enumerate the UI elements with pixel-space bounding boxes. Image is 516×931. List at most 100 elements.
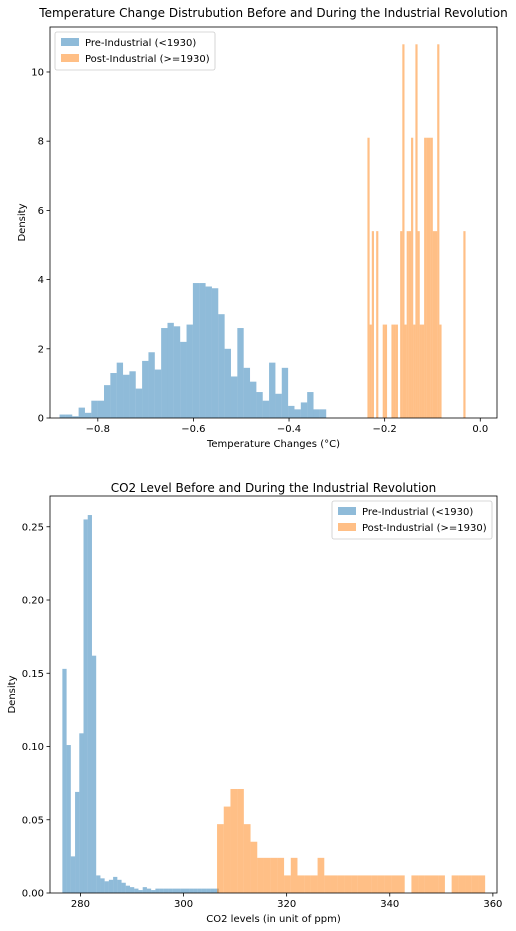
y-tick-label: 2: [38, 344, 44, 355]
histogram-bar: [243, 824, 251, 893]
histogram-bar: [192, 283, 200, 418]
histogram-bar: [159, 888, 164, 893]
histogram-bar: [406, 231, 409, 418]
series-post: [217, 788, 486, 893]
y-tick-label: 0.20: [22, 596, 44, 607]
x-axis-label: Temperature Changes (°C): [206, 439, 340, 450]
histogram-bar: [97, 400, 104, 418]
histogram-bar: [391, 875, 399, 893]
histogram-bar: [463, 231, 466, 418]
histogram-bar: [432, 231, 436, 418]
histogram-bar: [237, 788, 244, 893]
y-tick-label: 0.10: [22, 742, 44, 753]
histogram-bar: [146, 888, 152, 893]
histogram-bar: [72, 416, 79, 418]
x-tick-label: 300: [174, 899, 193, 910]
histogram-bar: [256, 392, 263, 418]
histogram-bar: [199, 283, 206, 418]
histogram-bar: [59, 414, 66, 418]
histogram-bar: [418, 875, 425, 893]
histogram-bar: [364, 875, 372, 893]
histogram-bar: [313, 409, 320, 418]
histogram-bar: [84, 412, 92, 418]
histogram-bar: [104, 385, 111, 418]
histogram-bar: [310, 875, 318, 893]
histogram-bar: [210, 888, 215, 893]
x-tick-label: 360: [483, 899, 502, 910]
histogram-bar: [402, 44, 405, 419]
histogram-bar: [419, 324, 422, 418]
y-tick-label: 4: [38, 275, 44, 286]
histogram-bar: [277, 857, 285, 893]
histogram-bar: [369, 324, 372, 418]
histogram-bar: [224, 348, 231, 418]
histogram-bar: [478, 875, 486, 893]
histogram-bar: [395, 324, 398, 418]
histogram-bar: [357, 875, 365, 893]
histogram-bar: [431, 875, 439, 893]
histogram-bar: [243, 367, 251, 418]
series-pre: [62, 515, 219, 893]
y-axis-label: Density: [7, 675, 18, 713]
legend-swatch: [61, 38, 79, 46]
histogram-bar: [167, 322, 174, 418]
histogram-bar: [129, 371, 136, 418]
histogram-bar: [284, 875, 291, 893]
histogram-bar: [262, 400, 270, 418]
histogram-bar: [62, 668, 67, 893]
histogram-bar: [376, 231, 379, 418]
x-tick-label: −0.6: [181, 424, 205, 435]
histogram-bar: [304, 875, 311, 893]
plot-frame: [49, 26, 498, 419]
histogram-bar: [218, 314, 225, 418]
histogram-bar: [91, 400, 98, 418]
histogram-bar: [163, 888, 169, 893]
x-tick-label: 280: [71, 899, 90, 910]
histogram-bar: [83, 519, 88, 893]
histogram-bar: [337, 875, 345, 893]
histogram-bar: [344, 875, 352, 893]
histogram-bar: [435, 231, 438, 418]
series-post: [367, 44, 466, 419]
histogram-bar: [78, 407, 85, 418]
histogram-bar: [211, 288, 219, 418]
histogram-bar: [263, 857, 271, 893]
histogram-bar: [189, 888, 194, 893]
histogram-bar: [371, 875, 378, 893]
histogram-bar: [270, 857, 278, 893]
legend: Pre-Industrial (<1930) Post-Industrial (>…: [54, 31, 216, 71]
histogram-bar: [168, 888, 173, 893]
histogram-bar: [382, 324, 385, 418]
histogram-bar: [288, 405, 295, 418]
histogram-bar: [415, 44, 418, 419]
histogram-bar: [148, 352, 155, 418]
x-tick-label: 320: [277, 899, 296, 910]
histogram-bar: [411, 137, 414, 419]
histogram-bar: [142, 360, 149, 418]
histogram-bar: [121, 882, 126, 893]
histogram-bar: [294, 409, 301, 418]
histogram-bar: [275, 393, 282, 418]
chart-title: Temperature Change Distrubution Before a…: [38, 6, 507, 20]
histogram-bar: [250, 841, 258, 893]
histogram-bar: [130, 887, 135, 893]
legend-label: Post-Industrial (>=1930): [85, 54, 210, 65]
histogram-bar: [297, 875, 305, 893]
histogram-bar: [100, 878, 105, 893]
y-tick-label: 10: [31, 67, 44, 78]
histogram-bar: [186, 324, 193, 418]
chart-2: CO2 Level Before and During the Industri…: [7, 481, 502, 925]
histogram-bar: [75, 791, 80, 893]
y-tick-label: 0.15: [22, 669, 44, 680]
legend-box: [331, 500, 493, 540]
histogram-bar: [384, 875, 392, 893]
series-pre: [59, 283, 327, 418]
histogram-bar: [413, 324, 416, 418]
legend-label: Post-Industrial (>=1930): [362, 523, 487, 534]
histogram-bar: [214, 888, 219, 893]
y-tick-label: 0: [38, 414, 44, 425]
plot-frame: [49, 495, 498, 894]
histogram-bar: [87, 515, 92, 893]
histogram-bar: [424, 137, 427, 419]
histogram-bar: [176, 888, 181, 893]
